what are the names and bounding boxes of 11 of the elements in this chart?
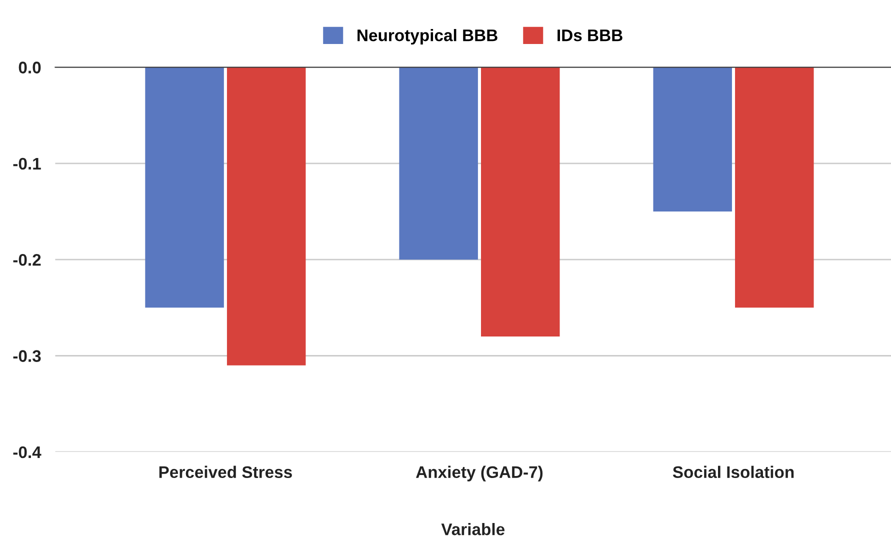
x-tick-label: Anxiety (GAD-7) [416, 466, 543, 482]
y-tick-label: -0.4 [13, 446, 42, 458]
x-tick-label: Perceived Stress [159, 466, 292, 478]
y-tick-label: -0.1 [13, 158, 41, 170]
x-tick-label: Social Isolation [672, 466, 794, 478]
legend-label: Neurotypical BBB [358, 29, 498, 45]
y-tick-label: 0.0 [18, 62, 41, 74]
y-tick-label: -0.3 [13, 350, 41, 362]
legend-label: IDs BBB [558, 30, 622, 42]
x-axis-title: Variable [441, 523, 505, 536]
y-tick-label: -0.2 [13, 254, 41, 266]
